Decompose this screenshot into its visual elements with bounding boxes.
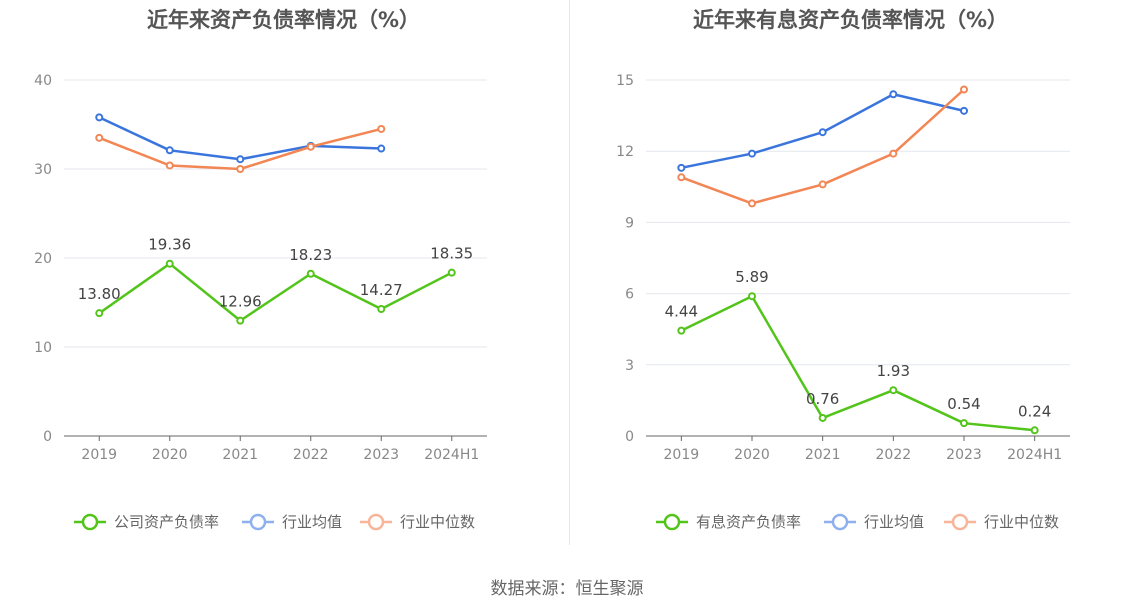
data-point (818, 180, 827, 189)
data-point (748, 149, 756, 158)
legend-marker (951, 513, 969, 531)
data-point (960, 85, 968, 94)
x-tick-label: 2024H1 (1007, 447, 1062, 463)
legend-marker (831, 513, 849, 531)
data-label: 0.54 (947, 395, 980, 413)
legend-label: 有息资产负债率 (696, 513, 801, 531)
data-point (818, 413, 827, 422)
series-line-1 (98, 116, 382, 161)
x-tick-label: 2019 (81, 447, 117, 463)
data-label: 0.76 (806, 390, 839, 408)
x-tick-label: 2024H1 (424, 447, 479, 463)
chart-panel-interest-debt-ratio: 近年来有息资产负债率情况（%） 0 3 6 9 12 15 2019 2020 2021 2022… (567, 0, 1134, 560)
y-tick-label: 12 (616, 144, 634, 160)
data-point (236, 316, 245, 325)
data-point (165, 146, 174, 155)
y-tick-label: 6 (625, 287, 634, 303)
panel-divider (569, 0, 570, 545)
y-tick-label: 40 (34, 73, 52, 89)
data-point (1030, 426, 1039, 435)
chart-svg-interest-debt-ratio: 0 3 6 9 12 15 2019 2020 2021 2022 2023 2024H1 4.44 5.… (616, 73, 1070, 531)
data-point (889, 149, 898, 158)
y-tick-label: 20 (34, 251, 52, 267)
data-point (889, 386, 898, 395)
chart-title: 近年来有息资产负债率情况（%） (692, 8, 1009, 32)
chart-title: 近年来资产负债率情况（%） (146, 8, 421, 32)
legend-label: 行业中位数 (984, 513, 1059, 531)
data-point (677, 326, 686, 335)
y-tick-label: 10 (34, 340, 52, 356)
data-source-note: 数据来源：恒生聚源 (490, 579, 644, 599)
data-point (960, 106, 968, 115)
data-point (95, 133, 104, 142)
x-tick-label: 2020 (734, 447, 770, 463)
data-point (748, 199, 756, 208)
series-line-0 (680, 294, 1035, 432)
x-tick-label: 2023 (363, 447, 399, 463)
y-tick-label: 9 (625, 215, 634, 231)
data-point (236, 165, 245, 173)
y-tick-label: 0 (43, 429, 52, 445)
y-tick-label: 0 (625, 429, 634, 445)
data-point (95, 113, 104, 122)
data-point (306, 142, 315, 151)
chart-svg-debt-ratio: 0 10 20 30 40 2019 2020 2021 2022 2023 2024H1 13.80… (34, 73, 487, 531)
data-point (677, 163, 686, 172)
data-label: 4.44 (665, 303, 698, 321)
legend-marker (81, 513, 99, 531)
x-tick-label: 2021 (805, 447, 841, 463)
data-label: 13.80 (78, 285, 121, 303)
x-tick-label: 2021 (222, 447, 258, 463)
data-point (748, 292, 756, 301)
data-point (377, 124, 386, 133)
data-point (677, 173, 686, 182)
data-point (165, 161, 174, 170)
legend-label: 行业均值 (282, 513, 342, 531)
data-point (377, 304, 386, 313)
data-point (960, 419, 968, 428)
x-tick-label: 2019 (664, 447, 700, 463)
x-tick-label: 2022 (293, 447, 329, 463)
legend-marker (663, 513, 681, 531)
data-label: 14.27 (360, 281, 403, 299)
data-point (377, 144, 386, 153)
data-point (236, 155, 245, 164)
data-label: 5.89 (735, 268, 768, 286)
legend-label: 行业中位数 (400, 513, 475, 531)
legend-label: 公司资产负债率 (114, 513, 219, 531)
data-point (95, 309, 104, 318)
x-tick-label: 2020 (152, 447, 188, 463)
data-label: 19.36 (148, 236, 191, 254)
x-tick-label: 2023 (946, 447, 982, 463)
legend-marker (367, 513, 385, 531)
data-label: 18.35 (430, 245, 473, 263)
chart-panel-debt-ratio: 近年来资产负债率情况（%） 0 10 20 30 40 2019 2020 2021 2022 2… (0, 0, 567, 560)
data-point (818, 128, 827, 137)
data-label: 1.93 (877, 362, 910, 380)
data-label: 12.96 (219, 293, 262, 311)
x-tick-label: 2022 (876, 447, 912, 463)
data-point (165, 259, 174, 268)
legend-marker (249, 513, 267, 531)
legend-label: 行业均值 (864, 513, 924, 531)
y-tick-label: 15 (616, 73, 634, 89)
data-point (306, 269, 315, 278)
data-point (447, 268, 456, 277)
series-line-0 (98, 262, 453, 322)
data-label: 18.23 (289, 246, 332, 264)
data-label: 0.24 (1018, 402, 1051, 420)
data-point (889, 90, 898, 99)
y-tick-label: 3 (625, 358, 634, 374)
y-tick-label: 30 (34, 162, 52, 178)
